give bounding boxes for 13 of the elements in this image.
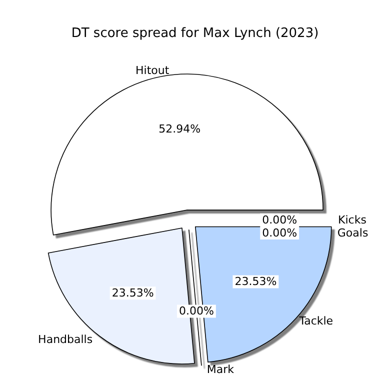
data-label: 23.53%: [112, 286, 154, 300]
slice-label: Hitout: [136, 64, 170, 78]
text: 0.00%: [262, 214, 298, 226]
slice-label: Handballs: [38, 333, 93, 346]
chart-title: DT score spread for Max Lynch (2023): [71, 26, 319, 41]
text: 0.00%: [262, 226, 298, 240]
text: 0.00%: [178, 304, 214, 318]
slice-label: Tackle: [298, 314, 334, 328]
category-label: Kicks: [338, 214, 366, 226]
data-label: 23.53%: [234, 275, 277, 288]
category-label: Goals: [337, 226, 368, 240]
category-label: Mark: [206, 362, 234, 376]
data-label: 52.94%: [158, 122, 201, 136]
